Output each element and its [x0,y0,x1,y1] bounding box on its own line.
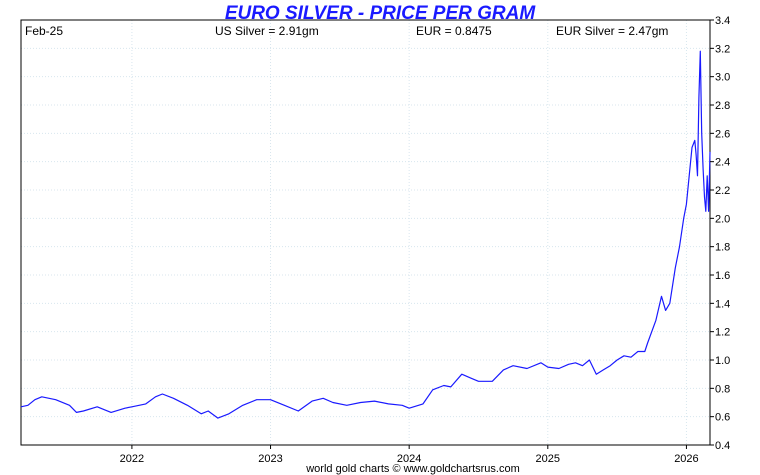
y-tick-label: 1.6 [715,270,730,282]
x-tick-label: 2023 [258,453,282,465]
y-axis: 0.4 0.6 0.8 1.0 1.2 1.4 1.6 1.8 2.0 2.2 2.4 2.6 2.8 3… [710,15,730,452]
us-silver-label: US Silver = 2.91gm [215,24,319,38]
y-tick-label: 0.6 [715,412,730,424]
plot-area [20,19,711,446]
x-tick-label: 2026 [674,453,698,465]
y-tick-label: 1.4 [715,298,730,310]
eur-silver-label: EUR Silver = 2.47gm [556,24,668,38]
x-tick-label: 2024 [397,453,421,465]
footer-credit: world gold charts © www.goldchartsrus.co… [305,463,520,475]
y-tick-label: 2.8 [715,100,730,112]
series-layer [20,50,711,419]
y-tick-label: 2.6 [715,128,730,140]
y-tick-label: 1.0 [715,355,730,367]
y-tick-label: 1.2 [715,327,730,339]
series-line [20,50,711,419]
y-tick-label: 1.8 [715,242,730,254]
y-tick-label: 2.2 [715,185,730,197]
y-tick-label: 0.4 [715,440,730,452]
x-tick-label: 2022 [120,453,144,465]
x-tick-label: 2025 [536,453,560,465]
y-tick-label: 2.0 [715,213,730,225]
y-tick-label: 3.2 [715,43,730,55]
date-label: Feb-25 [25,24,63,38]
eur-rate-label: EUR = 0.8475 [416,24,492,38]
y-tick-label: 3.0 [715,72,730,84]
y-tick-label: 2.4 [715,157,730,169]
chart-title: EURO SILVER - PRICE PER GRAM [225,3,537,24]
y-tick-label: 0.8 [715,383,730,395]
y-tick-label: 3.4 [715,15,730,27]
x-axis: 2022 2023 2024 2025 2026 [120,445,699,465]
